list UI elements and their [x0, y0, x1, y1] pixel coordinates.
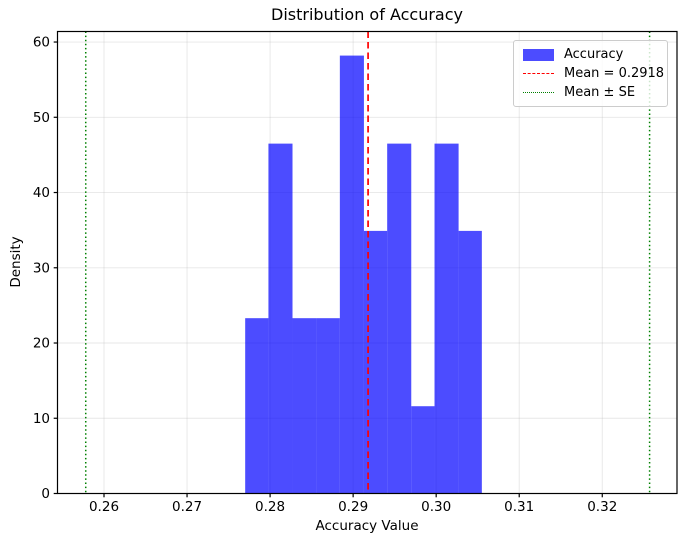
y-tick-label: 50 [33, 110, 50, 126]
x-tick-label: 0.27 [172, 499, 202, 515]
histogram-bar [363, 230, 388, 494]
legend-entry-se: Mean ± SE [523, 85, 658, 100]
y-tick-label: 30 [33, 260, 50, 276]
y-tick-label: 40 [33, 185, 50, 201]
x-tick-label: 0.32 [587, 499, 617, 515]
se-line-swatch [523, 92, 554, 93]
histogram-bar [316, 318, 340, 494]
x-axis-label: Accuracy Value [315, 518, 419, 534]
legend-entry-mean: Mean = 0.2918 [523, 66, 664, 81]
histogram-bar [292, 318, 317, 494]
x-tick-label: 0.30 [421, 499, 451, 515]
x-tick-label: 0.26 [89, 499, 119, 515]
y-axis-label: Density [8, 236, 24, 288]
x-tick-label: 0.31 [504, 499, 534, 515]
y-tick-label: 20 [33, 336, 50, 352]
histogram-bar [245, 318, 269, 494]
axes-spines [56, 30, 678, 495]
x-tick-label: 0.29 [338, 499, 368, 515]
y-tick-label: 10 [33, 411, 50, 427]
histogram-bar [268, 143, 293, 494]
x-tick-label: 0.28 [255, 499, 285, 515]
legend-label: Accuracy [564, 47, 624, 62]
y-tick-label: 60 [33, 35, 50, 51]
histogram-bar [434, 143, 459, 494]
histogram-bar [339, 55, 364, 494]
legend: Accuracy Mean = 0.2918 Mean ± SE [513, 40, 668, 107]
accuracy-patch-swatch [523, 48, 554, 61]
histogram-bar [387, 143, 412, 494]
y-tick-label: 0 [41, 486, 50, 502]
legend-entry-accuracy: Accuracy [523, 47, 658, 62]
histogram-bar [411, 406, 435, 494]
legend-label: Mean = 0.2918 [564, 66, 665, 81]
chart-title: Distribution of Accuracy [271, 5, 463, 24]
legend-label: Mean ± SE [564, 85, 636, 100]
mean-line-swatch [523, 73, 554, 74]
histogram-bar [458, 230, 482, 494]
